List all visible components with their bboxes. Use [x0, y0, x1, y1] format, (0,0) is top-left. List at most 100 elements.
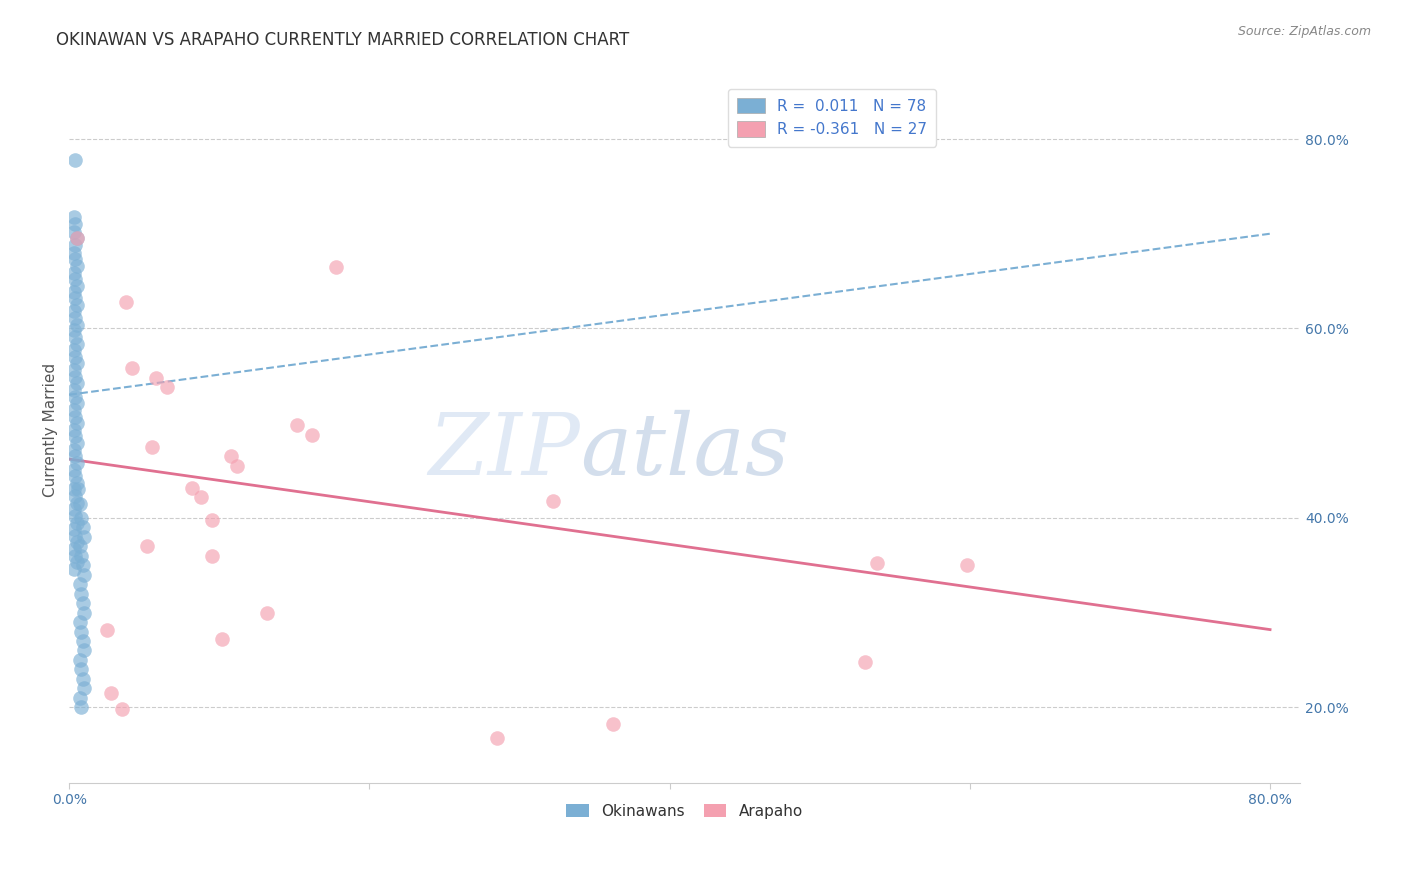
Point [62, 562, 84, 576]
Point [62, 343, 84, 358]
Point [69, 497, 91, 511]
Point [62, 266, 84, 280]
Point [65, 252, 87, 267]
Point [65, 238, 87, 252]
Point [65, 469, 87, 483]
Point [486, 731, 509, 745]
Point [211, 632, 233, 646]
Point [66, 436, 89, 450]
Point [62, 285, 84, 300]
Point [66, 376, 89, 391]
Point [66, 336, 89, 351]
Point [145, 370, 167, 384]
Point [72, 596, 94, 610]
Point [190, 490, 212, 504]
Point [325, 260, 347, 274]
Point [65, 311, 87, 326]
Point [141, 440, 163, 454]
Point [66, 475, 89, 490]
Point [65, 450, 87, 464]
Point [69, 653, 91, 667]
Point [221, 450, 243, 464]
Point [62, 323, 84, 337]
Text: atlas: atlas [581, 410, 789, 492]
Point [65, 272, 87, 286]
Point [66, 516, 89, 530]
Point [62, 363, 84, 377]
Point [73, 567, 96, 582]
Point [66, 231, 89, 245]
Point [66, 259, 89, 273]
Point [201, 513, 224, 527]
Point [96, 623, 118, 637]
Point [602, 717, 624, 731]
Point [70, 511, 93, 525]
Point [66, 456, 89, 470]
Point [156, 380, 179, 394]
Point [62, 483, 84, 497]
Legend: Okinawans, Arapaho: Okinawans, Arapaho [561, 797, 808, 825]
Point [65, 369, 87, 384]
Point [66, 555, 89, 569]
Point [65, 217, 87, 231]
Point [201, 549, 224, 563]
Point [70, 586, 93, 600]
Point [66, 416, 89, 430]
Point [62, 462, 84, 476]
Point [115, 294, 138, 309]
Text: OKINAWAN VS ARAPAHO CURRENTLY MARRIED CORRELATION CHART: OKINAWAN VS ARAPAHO CURRENTLY MARRIED CO… [56, 31, 630, 49]
Point [65, 153, 87, 167]
Point [136, 539, 159, 553]
Point [62, 245, 84, 260]
Point [65, 291, 87, 305]
Point [62, 304, 84, 318]
Point [72, 672, 94, 686]
Point [70, 624, 93, 639]
Point [62, 210, 84, 224]
Point [62, 502, 84, 516]
Point [70, 662, 93, 676]
Point [66, 278, 89, 293]
Point [62, 383, 84, 397]
Point [65, 529, 87, 543]
Point [301, 427, 323, 442]
Point [72, 634, 94, 648]
Point [66, 396, 89, 410]
Point [65, 390, 87, 404]
Point [73, 681, 96, 696]
Point [69, 615, 91, 629]
Point [66, 535, 89, 549]
Point [62, 225, 84, 239]
Y-axis label: Currently Married: Currently Married [44, 363, 58, 498]
Point [65, 350, 87, 364]
Point [226, 458, 249, 473]
Point [181, 481, 204, 495]
Point [66, 231, 89, 245]
Point [866, 557, 889, 571]
Point [853, 655, 876, 669]
Point [73, 530, 96, 544]
Point [72, 520, 94, 534]
Point [65, 489, 87, 503]
Point [541, 493, 564, 508]
Point [66, 356, 89, 370]
Point [69, 539, 91, 553]
Point [62, 442, 84, 457]
Point [65, 508, 87, 523]
Point [256, 606, 278, 620]
Point [121, 361, 143, 376]
Text: ZIP: ZIP [429, 410, 581, 492]
Point [66, 298, 89, 312]
Point [62, 403, 84, 417]
Point [66, 318, 89, 332]
Point [62, 522, 84, 536]
Point [62, 423, 84, 437]
Point [956, 558, 979, 573]
Text: Source: ZipAtlas.com: Source: ZipAtlas.com [1237, 25, 1371, 38]
Point [72, 558, 94, 573]
Point [69, 577, 91, 591]
Point [287, 417, 309, 432]
Point [100, 686, 122, 700]
Point [65, 330, 87, 344]
Point [67, 483, 90, 497]
